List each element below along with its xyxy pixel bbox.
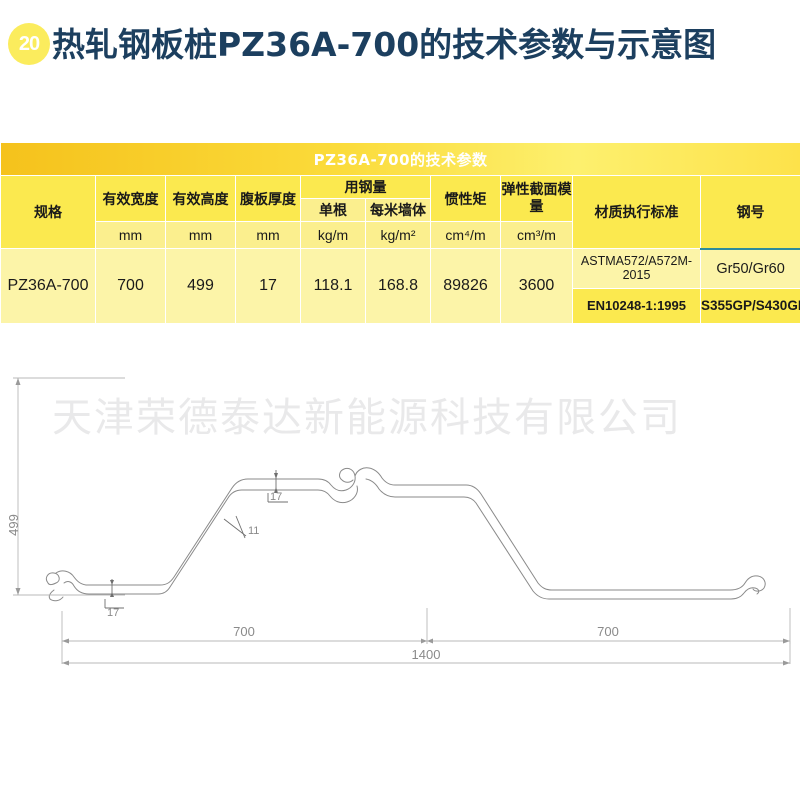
- total-width-dimension: [61, 641, 791, 666]
- table-unit-row: mm mm mm kg/m kg/m² cm⁴/m cm³/m: [1, 221, 800, 249]
- half-width-dimension-chain: [61, 608, 791, 644]
- header-eff-width: 有效宽度: [95, 175, 166, 222]
- cell-eff-height: 499: [165, 248, 236, 324]
- table-data-row-1: PZ36A-700 700 499 17 118.1 168.8 89826 3…: [0, 248, 800, 324]
- cell-per-meter-wall: 168.8: [365, 248, 431, 324]
- dimension-label-top-flange: 17: [270, 491, 282, 503]
- height-dimension: [13, 377, 125, 596]
- unit-per-meter-wall: kg/m²: [365, 221, 431, 249]
- cell-standard-astm: ASTMA572/A572M-2015: [572, 248, 701, 289]
- dimension-label-half-width-right: 700: [597, 624, 619, 639]
- dimension-label-web-thickness: 11: [248, 525, 259, 537]
- cell-standard-en: EN10248-1:1995: [572, 287, 701, 324]
- cell-per-piece: 118.1: [300, 248, 366, 324]
- header-per-meter-wall: 每米墙体: [365, 198, 431, 222]
- dimension-label-bottom-flange: 17: [107, 607, 119, 619]
- table-caption: PZ36A-700的技术参数: [0, 143, 800, 176]
- dimension-label-height: 499: [6, 514, 21, 536]
- header-web-thickness: 腹板厚度: [235, 175, 301, 222]
- dimension-label-half-width-left: 700: [233, 624, 255, 639]
- cell-grade-astm: Gr50/Gr60: [699, 248, 800, 289]
- unit-eff-width: mm: [95, 221, 166, 249]
- header-elastic-modulus: 弹性截面模量: [500, 175, 573, 222]
- cell-moment-inertia: 89826: [430, 248, 501, 324]
- profile-outline: [45, 467, 766, 602]
- specification-table: PZ36A-700的技术参数 规格 有效宽度 有效高度 腹板厚度 用钢量 惯性矩…: [0, 143, 800, 324]
- header-steel-grade: 钢号: [699, 175, 800, 250]
- table-data-row-2: EN10248-1:1995 S355GP/S430GP: [1, 287, 800, 324]
- cell-eff-width: 700: [95, 248, 166, 324]
- unit-eff-height: mm: [165, 221, 236, 249]
- bottom-flange-thickness-dim: [104, 579, 124, 609]
- table-header-row-1: 规格 有效宽度 有效高度 腹板厚度 用钢量 惯性矩 弹性截面模量 材质执行标准 …: [0, 175, 800, 250]
- page-title: 热轧钢板桩PZ36A-700的技术参数与示意图: [52, 25, 717, 64]
- header-material-standard: 材质执行标准: [572, 175, 701, 249]
- cell-spec: PZ36A-700: [0, 248, 96, 324]
- unit-moment-inertia: cm⁴/m: [430, 221, 501, 249]
- web-thickness-leader: [223, 515, 247, 539]
- header-steel-usage: 用钢量: [300, 175, 431, 199]
- cell-grade-en: S355GP/S430GP: [699, 287, 800, 324]
- cell-elastic-modulus: 3600: [500, 248, 573, 324]
- unit-elastic-modulus: cm³/m: [500, 221, 573, 249]
- header-per-piece: 单根: [300, 198, 366, 222]
- cell-web-thickness: 17: [235, 248, 301, 324]
- sheet-pile-diagram: 天津荣德泰达新能源科技有限公司 499 11: [0, 340, 800, 720]
- header-eff-height: 有效高度: [165, 175, 236, 222]
- dimension-label-total-width: 1400: [412, 647, 441, 662]
- table-caption-row: PZ36A-700的技术参数: [0, 143, 800, 176]
- unit-per-piece: kg/m: [300, 221, 366, 249]
- header-spec: 规格: [0, 175, 96, 249]
- page-title-bar: 20 热轧钢板桩PZ36A-700的技术参数与示意图: [0, 0, 800, 92]
- unit-web-thickness: mm: [235, 221, 301, 249]
- header-moment-inertia: 惯性矩: [430, 175, 501, 222]
- top-flange-thickness-dim: [267, 470, 288, 503]
- sheet-pile-drawing-svg: 499 11 17 17: [6, 377, 791, 666]
- section-number-badge: 20: [8, 23, 50, 65]
